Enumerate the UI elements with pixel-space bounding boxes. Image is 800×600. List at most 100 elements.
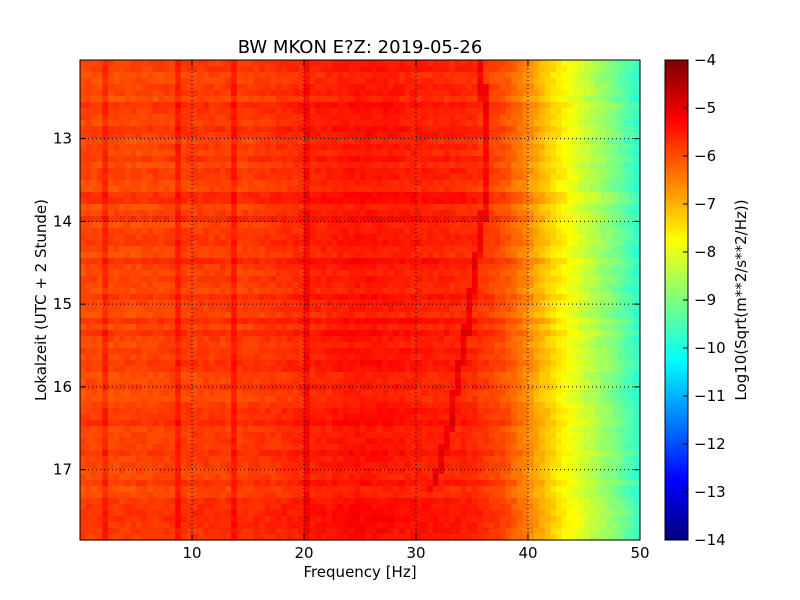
heatmap-cell: [136, 300, 143, 307]
heatmap-cell: [315, 414, 322, 421]
heatmap-cell: [421, 330, 428, 337]
heatmap-cell: [242, 270, 249, 277]
heatmap-cell: [270, 444, 277, 451]
heatmap-cell: [80, 126, 87, 133]
heatmap-cell: [343, 300, 350, 307]
heatmap-cell: [141, 192, 148, 199]
heatmap-cell: [332, 324, 339, 331]
heatmap-cell: [175, 198, 182, 205]
heatmap-cell: [276, 366, 283, 373]
heatmap-cell: [91, 504, 98, 511]
heatmap-cell: [124, 300, 131, 307]
heatmap-cell: [192, 204, 199, 211]
heatmap-cell: [264, 372, 271, 379]
heatmap-cell: [96, 198, 103, 205]
heatmap-cell: [236, 360, 243, 367]
heatmap-cell: [304, 210, 311, 217]
heatmap-cell: [124, 174, 131, 181]
heatmap-cell: [382, 276, 389, 283]
heatmap-cell: [276, 132, 283, 139]
heatmap-cell: [136, 312, 143, 319]
heatmap-cell: [141, 252, 148, 259]
heatmap-cell: [315, 162, 322, 169]
heatmap-cell: [287, 510, 294, 517]
heatmap-cell: [376, 402, 383, 409]
heatmap-cell: [158, 162, 165, 169]
heatmap-cell: [248, 288, 255, 295]
heatmap-cell: [152, 72, 159, 79]
heatmap-cell: [298, 180, 305, 187]
heatmap-cell: [360, 294, 367, 301]
heatmap-cell: [393, 198, 400, 205]
heatmap-cell: [225, 450, 232, 457]
heatmap-cell: [113, 162, 120, 169]
heatmap-cell: [343, 372, 350, 379]
heatmap-cell: [130, 468, 137, 475]
heatmap-cell: [141, 282, 148, 289]
heatmap-cell: [337, 456, 344, 463]
heatmap-cell: [203, 336, 210, 343]
heatmap-cell: [102, 384, 109, 391]
heatmap-cell: [136, 216, 143, 223]
heatmap-cell: [410, 234, 417, 241]
heatmap-cell: [203, 174, 210, 181]
heatmap-cell: [169, 288, 176, 295]
heatmap-cell: [393, 360, 400, 367]
heatmap-cell: [197, 408, 204, 415]
heatmap-cell: [91, 192, 98, 199]
heatmap-cell: [147, 126, 154, 133]
heatmap-cell: [354, 348, 361, 355]
heatmap-cell: [270, 360, 277, 367]
heatmap-cell: [108, 384, 115, 391]
heatmap-cell: [147, 462, 154, 469]
heatmap-cell: [169, 294, 176, 301]
heatmap-cell: [124, 270, 131, 277]
heatmap-cell: [113, 534, 120, 541]
heatmap-cell: [203, 108, 210, 115]
heatmap-cell: [348, 240, 355, 247]
heatmap-cell: [91, 468, 98, 475]
heatmap-cell: [180, 198, 187, 205]
heatmap-cell: [360, 450, 367, 457]
heatmap-cell: [130, 438, 137, 445]
heatmap-cell: [208, 522, 215, 529]
heatmap-cell: [141, 90, 148, 97]
heatmap-cell: [236, 204, 243, 211]
heatmap-cell: [315, 408, 322, 415]
heatmap-cell: [152, 366, 159, 373]
heatmap-cell: [320, 516, 327, 523]
heatmap-cell: [365, 216, 372, 223]
heatmap-cell: [220, 420, 227, 427]
heatmap-cell: [309, 192, 316, 199]
heatmap-cell: [231, 258, 238, 265]
heatmap-cell: [404, 72, 411, 79]
heatmap-cell: [152, 96, 159, 103]
heatmap-cell: [304, 108, 311, 115]
heatmap-cell: [208, 432, 215, 439]
heatmap-cell: [253, 354, 260, 361]
heatmap-cell: [348, 498, 355, 505]
heatmap-cell: [91, 450, 98, 457]
heatmap-cell: [298, 426, 305, 433]
heatmap-cell: [192, 252, 199, 259]
heatmap-cell: [320, 474, 327, 481]
heatmap-cell: [197, 102, 204, 109]
heatmap-cell: [292, 504, 299, 511]
heatmap-cell: [371, 498, 378, 505]
heatmap-cell: [264, 528, 271, 535]
heatmap-cell: [259, 384, 266, 391]
heatmap-cell: [371, 222, 378, 229]
heatmap-cell: [404, 60, 411, 67]
heatmap-cell: [203, 156, 210, 163]
heatmap-cell: [102, 348, 109, 355]
heatmap-cell: [287, 498, 294, 505]
heatmap-cell: [371, 144, 378, 151]
heatmap-cell: [220, 60, 227, 67]
heatmap-cell: [136, 456, 143, 463]
heatmap-cell: [410, 204, 417, 211]
heatmap-cell: [192, 318, 199, 325]
heatmap-cell: [287, 78, 294, 85]
heatmap-cell: [130, 96, 137, 103]
heatmap-cell: [281, 150, 288, 157]
heatmap-cell: [108, 84, 115, 91]
